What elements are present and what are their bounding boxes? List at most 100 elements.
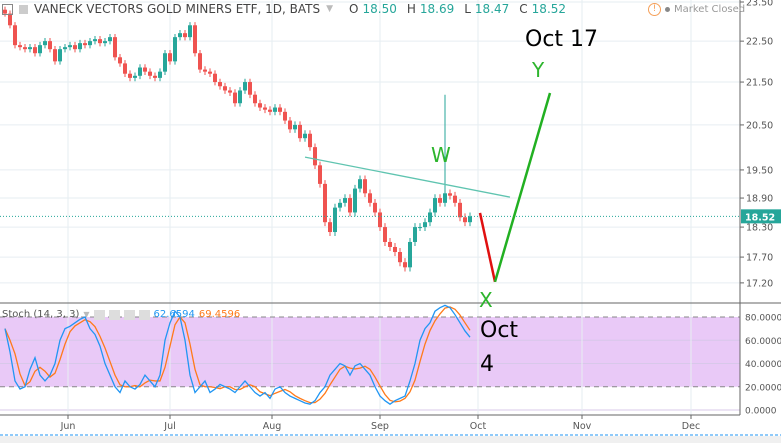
price-tick-label: 19.50 (746, 165, 773, 176)
candle-body (163, 53, 167, 72)
candle (468, 212, 472, 227)
stoch-header: Stoch (14, 3, 3) ▼ 62.6594 69.4596 (2, 309, 240, 320)
annotation-oct4-line2: 4 (480, 352, 494, 377)
candle (243, 78, 247, 94)
candle (398, 247, 402, 267)
candle-body (363, 179, 367, 194)
stoch-label[interactable]: Stoch (14, 3, 3) (2, 309, 80, 320)
annotation-oct4-line1: Oct (480, 318, 519, 343)
candle (188, 22, 192, 41)
candle-body (383, 227, 387, 242)
chevron-down-icon[interactable]: ▼ (83, 310, 90, 319)
time-tick-label: Oct (470, 421, 487, 432)
candle (218, 78, 222, 90)
close-value: 18.52 (531, 2, 567, 16)
candle (203, 66, 207, 75)
candle-body (248, 82, 252, 95)
candle (428, 208, 432, 227)
candle-body (263, 107, 267, 110)
settings-icon[interactable] (108, 309, 120, 320)
candle (88, 37, 92, 49)
candle-body (98, 39, 102, 44)
candle-body (8, 13, 12, 26)
candle-body (313, 147, 317, 166)
candle (68, 41, 72, 51)
candle-body (258, 103, 262, 108)
symbol-icon (19, 4, 28, 14)
candle (383, 223, 387, 246)
symbol-title[interactable]: VANECK VECTORS GOLD MINERS ETF, 1D, BATS (34, 2, 321, 16)
chevron-down-icon[interactable]: ▼ (326, 4, 334, 14)
candle (168, 49, 172, 65)
high-value: 18.69 (419, 2, 455, 16)
candle (408, 237, 412, 272)
candle-body (318, 165, 322, 184)
candle-body (303, 133, 307, 139)
candle-body (333, 207, 337, 233)
candle-body (268, 109, 272, 112)
candle-body (68, 45, 72, 48)
collapse-icon[interactable] (2, 3, 13, 15)
candle (328, 218, 332, 236)
candle-body (353, 188, 357, 213)
candle-body (108, 37, 112, 42)
candle-body (228, 90, 232, 93)
candle (348, 194, 352, 217)
candle (448, 189, 452, 200)
candle-body (403, 262, 407, 268)
candle-body (438, 198, 442, 203)
candle (3, 6, 7, 17)
candle (123, 60, 127, 78)
candle (63, 43, 67, 53)
stoch-k-line (4, 304, 471, 405)
last-price-label: 18.52 (745, 212, 775, 223)
stoch-tick-label: 80.0000 (745, 314, 781, 324)
candle-body (43, 41, 47, 46)
candle (178, 30, 182, 41)
projection-up-line (493, 92, 552, 283)
candle-body (298, 124, 302, 139)
close-icon[interactable] (138, 309, 150, 320)
candle (308, 130, 312, 151)
candle (173, 33, 177, 65)
candle (298, 121, 302, 142)
candle-body (3, 9, 7, 14)
price-tick-label: 22.50 (746, 37, 773, 48)
time-tick-label: Dec (682, 421, 700, 432)
candle-body (358, 179, 362, 189)
candle (213, 70, 217, 86)
candle (403, 258, 407, 272)
stoch-tick-label: 60.0000 (745, 337, 781, 347)
candle (98, 35, 102, 47)
candle (418, 223, 422, 232)
candle (423, 218, 427, 232)
candle (363, 175, 367, 198)
time-tick-label: Nov (573, 421, 592, 432)
candle (83, 39, 87, 49)
warning-icon[interactable]: ! (648, 3, 661, 16)
visibility-icon[interactable] (93, 309, 105, 320)
candle-body (153, 75, 157, 78)
candle-body (33, 47, 37, 54)
candle (258, 99, 262, 111)
candle-body (408, 241, 412, 268)
candle-body (243, 82, 247, 91)
price-tick-label: 23.50 (746, 0, 773, 9)
candle (118, 54, 122, 67)
candle-body (178, 33, 182, 38)
candle (378, 208, 382, 232)
stoch-tick-label: 0.0000 (745, 407, 777, 417)
candle-body (48, 41, 52, 50)
candle-body (213, 73, 217, 83)
more-icon[interactable] (123, 309, 135, 320)
candle-body (168, 53, 172, 62)
candle-body (93, 39, 97, 42)
candle (413, 223, 417, 246)
candle-body (463, 217, 467, 223)
candle (103, 37, 107, 47)
candle (43, 37, 47, 49)
candle (283, 108, 287, 125)
candle (13, 22, 17, 49)
